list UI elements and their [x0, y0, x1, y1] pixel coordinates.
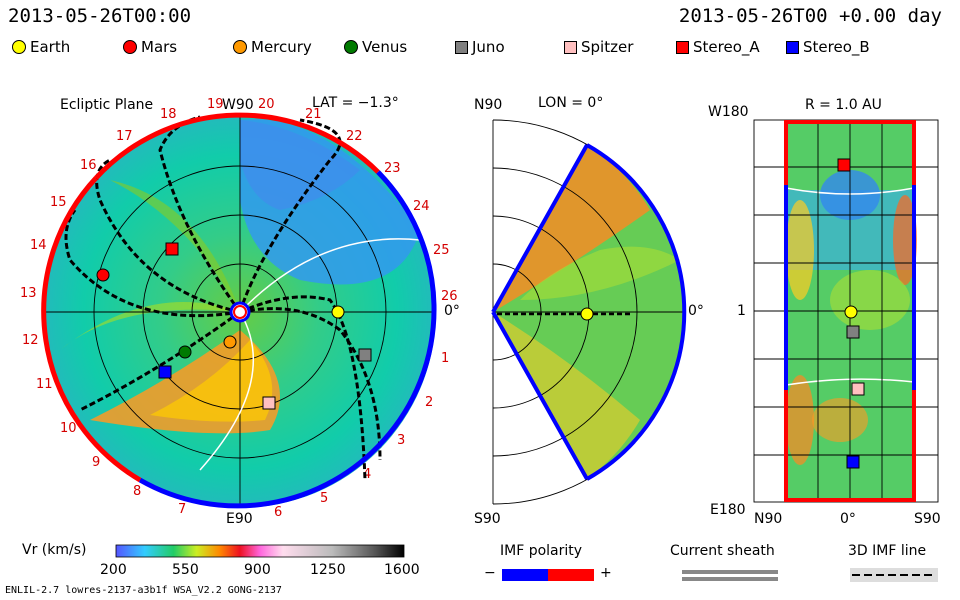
- stereo-b-marker-icon: [786, 40, 799, 54]
- legend-label: Juno: [472, 38, 505, 56]
- meridional-plane-plot: [491, 119, 687, 505]
- mars-marker: [96, 268, 110, 282]
- carrington-tick: 17: [116, 129, 133, 144]
- stereo-a-marker-icon: [676, 40, 689, 54]
- carrington-tick: 1: [441, 351, 450, 366]
- legend-label: Venus: [362, 38, 408, 56]
- map-bottom-left-label: E180: [710, 502, 746, 518]
- ecliptic-bottom-label: E90: [226, 511, 253, 527]
- mars-marker-icon: [123, 40, 137, 54]
- vr-colorbar: [115, 544, 405, 558]
- carrington-tick: 9: [92, 455, 101, 470]
- venus-marker: [178, 345, 192, 359]
- legend-item-mercury: Mercury: [233, 38, 312, 56]
- carrington-tick: 18: [160, 107, 177, 122]
- imf-polarity-title: IMF polarity: [500, 543, 583, 559]
- legend-item-stereo-a: Stereo_A: [676, 38, 760, 56]
- datetime-label: 2013-05-26T00:00: [8, 5, 192, 27]
- carrington-tick: 15: [50, 195, 67, 210]
- legend-label: Mars: [141, 38, 178, 56]
- map-bottom-n-label: N90: [754, 511, 783, 527]
- carrington-tick: 25: [433, 243, 450, 258]
- legend-item-stereo-b: Stereo_B: [786, 38, 870, 56]
- colorbar-tick: 200: [100, 562, 127, 578]
- ecliptic-top-label: W90: [222, 97, 254, 113]
- colorbar-tick: 550: [172, 562, 199, 578]
- colorbar-tick: 1250: [310, 562, 346, 578]
- carrington-tick: 16: [80, 158, 97, 173]
- legend-item-mars: Mars: [123, 38, 177, 56]
- carrington-tick: 24: [413, 199, 430, 214]
- map-bottom-s-label: S90: [914, 511, 941, 527]
- carrington-tick: 10: [60, 421, 77, 436]
- carrington-tick: 12: [22, 333, 39, 348]
- meridional-top-label: N90: [474, 97, 503, 113]
- map-top-left-label: W180: [708, 104, 749, 120]
- radial-surface-map: [753, 119, 939, 503]
- carrington-tick: 22: [346, 129, 363, 144]
- legend-item-earth: Earth: [12, 38, 70, 56]
- carrington-tick: 5: [320, 491, 329, 506]
- earth-marker: [331, 305, 345, 319]
- imf-plus-label: +: [600, 565, 612, 581]
- carrington-tick: 21: [305, 107, 322, 122]
- legend-item-venus: Venus: [344, 38, 407, 56]
- meridional-bottom-label: S90: [474, 511, 501, 527]
- earth-marker-icon: [12, 40, 26, 54]
- meridional-right-label: 0°: [688, 303, 704, 319]
- imf-line-title: 3D IMF line: [848, 543, 927, 559]
- legend-label: Earth: [30, 38, 71, 56]
- carrington-tick: 20: [258, 97, 275, 112]
- imf-negative-bar: [502, 569, 548, 581]
- latitude-label: LAT = −1.3°: [312, 95, 399, 111]
- map-mid-left-label: 1: [737, 303, 746, 319]
- juno-marker-icon: [455, 40, 468, 54]
- carrington-tick: 6: [274, 505, 283, 520]
- colorbar-tick: 1600: [384, 562, 420, 578]
- radius-label: R = 1.0 AU: [805, 97, 882, 113]
- legend-label: Stereo_B: [803, 38, 870, 56]
- carrington-tick: 23: [384, 161, 401, 176]
- mercury-marker: [223, 335, 237, 349]
- longitude-label: LON = 0°: [538, 95, 604, 111]
- carrington-tick: 26: [441, 289, 458, 304]
- model-footer: ENLIL-2.7 lowres-2137-a3b1f WSA_V2.2 GON…: [5, 585, 282, 596]
- carrington-tick: 7: [178, 502, 187, 517]
- colorbar-tick: 900: [244, 562, 271, 578]
- legend-item-juno: Juno: [455, 38, 505, 56]
- carrington-tick: 3: [397, 433, 406, 448]
- stereo-b-marker: [158, 365, 172, 379]
- carrington-tick: 19: [207, 97, 224, 112]
- stereo-a-marker: [165, 242, 179, 256]
- map-bottom-mid-label: 0°: [840, 511, 856, 527]
- carrington-tick: 11: [36, 377, 53, 392]
- carrington-tick: 14: [30, 238, 47, 253]
- legend-item-spitzer: Spitzer: [564, 38, 633, 56]
- ecliptic-title: Ecliptic Plane: [60, 97, 154, 113]
- imf-positive-bar: [548, 569, 594, 581]
- juno-marker: [358, 348, 372, 362]
- run-label: 2013-05-26T00 +0.00 day: [678, 5, 942, 27]
- carrington-tick: 2: [425, 395, 434, 410]
- legend-label: Mercury: [251, 38, 312, 56]
- carrington-tick: 13: [20, 286, 37, 301]
- legend-label: Spitzer: [581, 38, 634, 56]
- spitzer-marker-icon: [564, 40, 577, 54]
- current-sheath-title: Current sheath: [670, 543, 775, 559]
- venus-marker-icon: [344, 40, 358, 54]
- carrington-tick: 4: [363, 467, 372, 482]
- spitzer-marker: [262, 396, 276, 410]
- colorbar-title: Vr (km/s): [22, 542, 87, 558]
- legend-label: Stereo_A: [693, 38, 760, 56]
- carrington-tick: 8: [133, 484, 142, 499]
- imf-minus-label: −: [484, 565, 496, 581]
- mercury-marker-icon: [233, 40, 247, 54]
- ecliptic-right-label: 0°: [444, 303, 460, 319]
